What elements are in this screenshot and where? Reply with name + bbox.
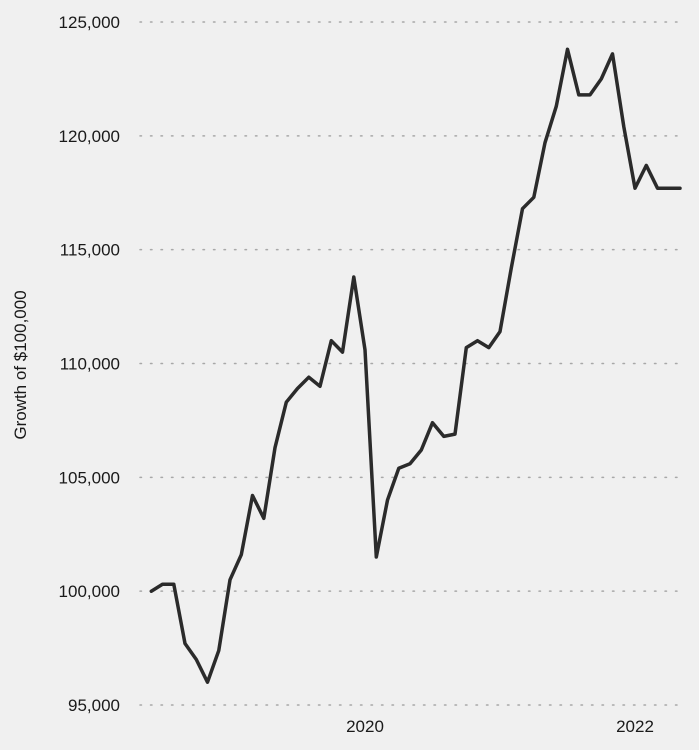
y-axis-ticks: 95,000 100,000 105,000 110,000 115,000 120,00…: [59, 13, 120, 715]
y-axis-label: Growth of $100,000: [11, 290, 30, 439]
y-tick-label: 120,000: [59, 127, 120, 146]
y-gridlines: [139, 21, 681, 706]
x-tick-label: 2020: [346, 717, 384, 736]
y-tick-label: 105,000: [59, 468, 120, 487]
y-tick-label: 115,000: [60, 241, 120, 260]
x-tick-label: 2022: [616, 717, 654, 736]
y-tick-label: 100,000: [59, 582, 120, 601]
y-tick-label: 110,000: [60, 355, 120, 374]
y-tick-label: 95,000: [68, 696, 120, 715]
x-axis-ticks: 2020 2022: [346, 717, 654, 736]
series-line: [149, 47, 682, 684]
series-group: [149, 47, 682, 684]
y-tick-label: 125,000: [59, 13, 120, 32]
